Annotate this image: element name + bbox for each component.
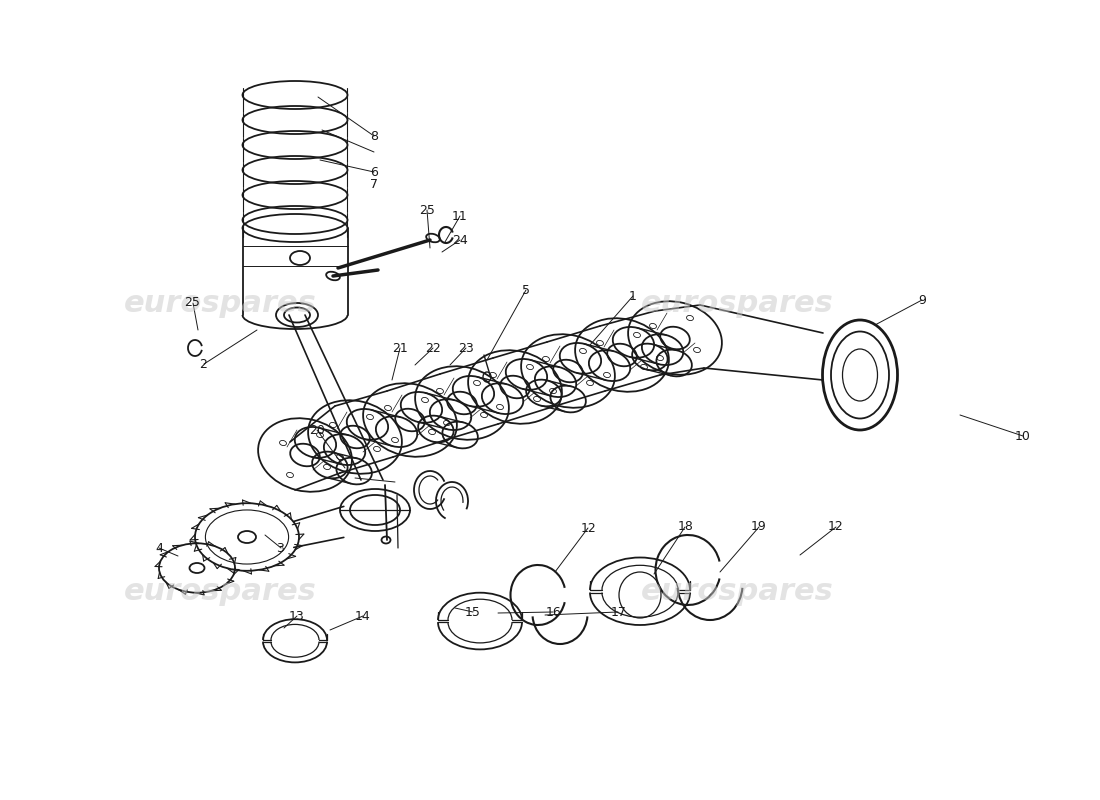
- Text: 9: 9: [917, 294, 926, 306]
- Text: 19: 19: [751, 520, 767, 533]
- Text: 3: 3: [276, 542, 285, 554]
- Text: 7: 7: [370, 178, 378, 190]
- Text: 25: 25: [185, 296, 200, 309]
- Text: 24: 24: [452, 234, 468, 246]
- Text: 12: 12: [581, 522, 596, 534]
- Text: 21: 21: [393, 342, 408, 354]
- Text: eurospares: eurospares: [640, 290, 834, 318]
- Text: eurospares: eurospares: [123, 290, 317, 318]
- Text: 25: 25: [419, 204, 435, 217]
- Text: 22: 22: [426, 342, 441, 354]
- Text: 8: 8: [370, 130, 378, 142]
- Text: 4: 4: [155, 542, 164, 554]
- Text: 23: 23: [459, 342, 474, 354]
- Text: 13: 13: [289, 610, 305, 622]
- Text: 14: 14: [355, 610, 371, 622]
- Text: 1: 1: [628, 290, 637, 302]
- Text: 10: 10: [1015, 430, 1031, 442]
- Text: 2: 2: [199, 358, 208, 370]
- Text: 15: 15: [465, 606, 481, 618]
- Text: 11: 11: [452, 210, 468, 222]
- Text: eurospares: eurospares: [123, 578, 317, 606]
- Text: 12: 12: [828, 520, 844, 533]
- Text: eurospares: eurospares: [640, 578, 834, 606]
- Text: 16: 16: [546, 606, 561, 618]
- Text: 20: 20: [309, 424, 324, 437]
- Text: 18: 18: [678, 520, 693, 533]
- Text: 17: 17: [610, 606, 626, 618]
- Text: 6: 6: [370, 166, 378, 178]
- Text: 5: 5: [521, 284, 530, 297]
